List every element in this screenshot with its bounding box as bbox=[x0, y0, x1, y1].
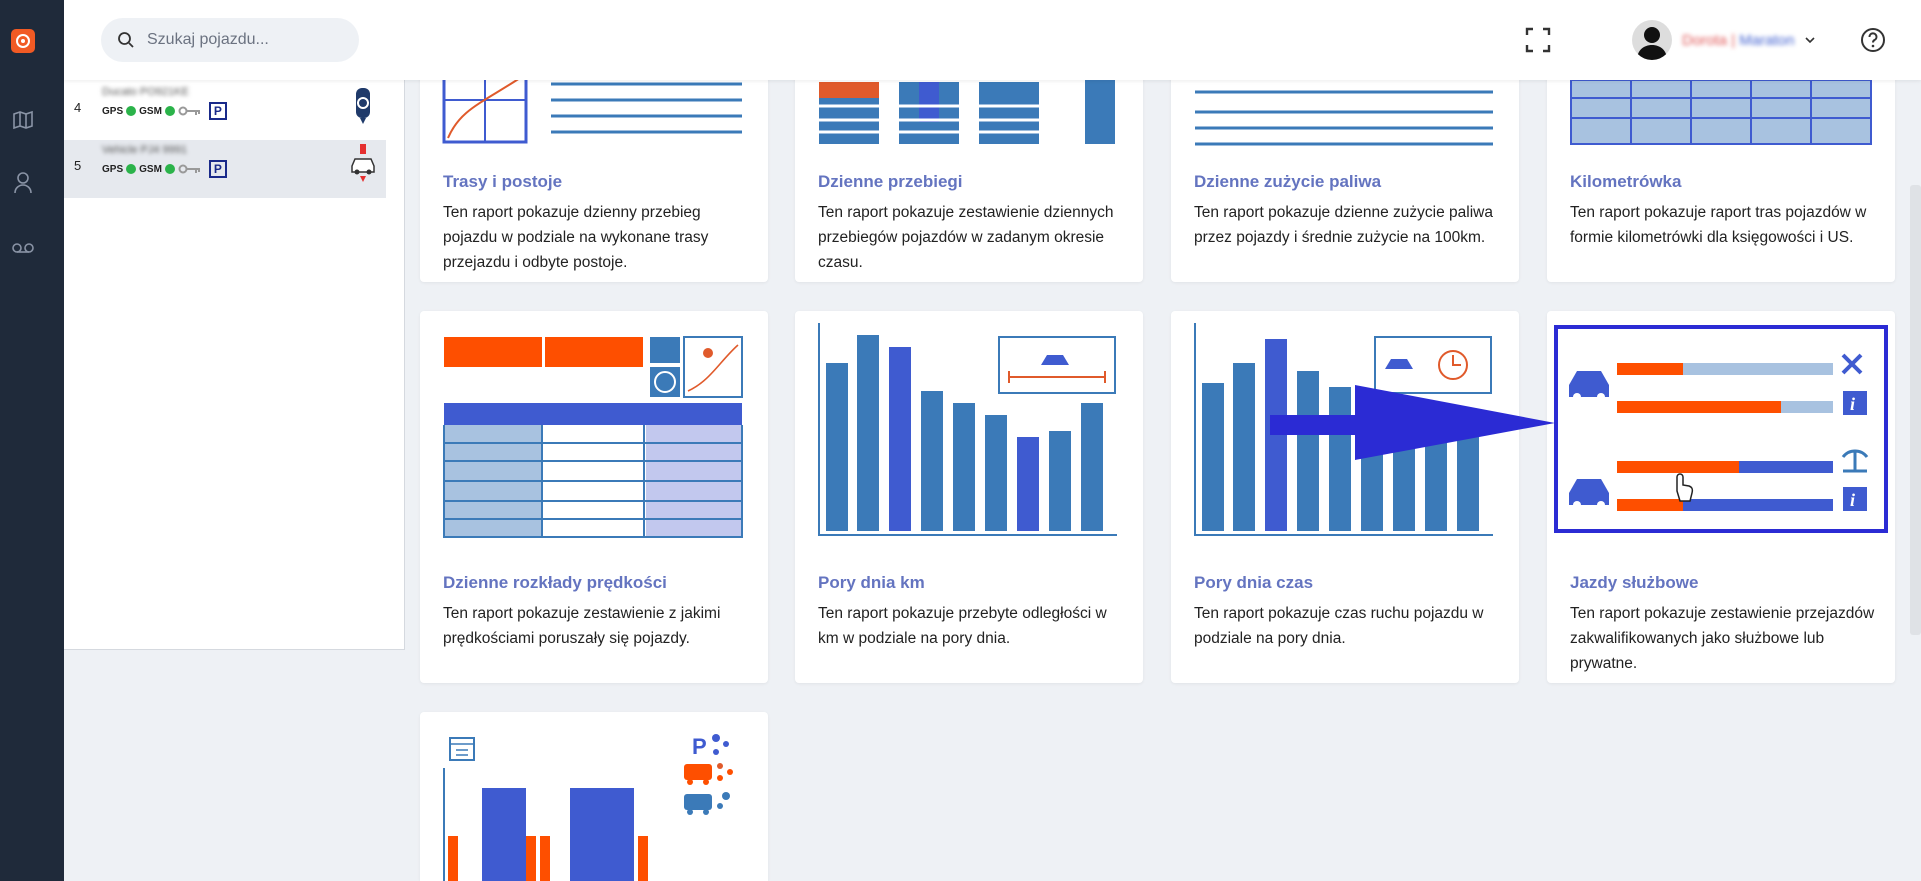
scrollbar[interactable] bbox=[1910, 185, 1921, 635]
gsm-status-dot bbox=[164, 164, 175, 174]
search-icon bbox=[118, 32, 134, 48]
help-icon[interactable] bbox=[1860, 27, 1886, 53]
parking-badge: P bbox=[208, 102, 227, 120]
user-menu[interactable]: Dorota | Maraton bbox=[1632, 18, 1816, 62]
gps-label: GPS bbox=[102, 105, 124, 117]
voicemail-icon[interactable] bbox=[11, 236, 35, 260]
report-illustration: P bbox=[443, 734, 733, 881]
car-marker-icon bbox=[351, 144, 375, 182]
user-name: Dorota | Maraton bbox=[1682, 31, 1795, 49]
gps-status-dot bbox=[126, 106, 137, 116]
vehicle-list: 4 Ducato PO921KE GPS GSM P 5 Vehicle PJ4… bbox=[64, 80, 405, 650]
vehicle-name: Vehicle PJ4 9991 bbox=[102, 144, 188, 156]
vehicle-name: Ducato PO921KE bbox=[102, 86, 189, 98]
vehicle-search[interactable] bbox=[101, 18, 359, 62]
report-card-pory-dnia-km[interactable]: Pory dnia km Ten raport pokazuje przebyt… bbox=[795, 311, 1143, 683]
logo-icon[interactable] bbox=[11, 29, 35, 53]
pointer-arrow bbox=[1270, 385, 1555, 460]
user-icon[interactable] bbox=[11, 171, 35, 195]
report-title: Jazdy służbowe bbox=[1570, 573, 1699, 592]
gsm-status-dot bbox=[164, 106, 175, 116]
report-description: Ten raport pokazuje czas ruchu pojazdu w… bbox=[1194, 605, 1484, 647]
report-illustration bbox=[1194, 323, 1493, 536]
report-title: Dzienne zużycie paliwa bbox=[1194, 172, 1382, 191]
svg-text:P: P bbox=[692, 734, 707, 759]
report-card-postoje[interactable]: P bbox=[420, 712, 768, 881]
report-title: Dzienne przebiegi bbox=[818, 172, 963, 191]
report-illustration bbox=[819, 80, 1115, 144]
top-bar: Dorota | Maraton bbox=[64, 0, 1921, 80]
report-illustration bbox=[1570, 79, 1872, 145]
svg-text:i: i bbox=[1850, 490, 1855, 510]
report-illustration: i i bbox=[1554, 325, 1888, 533]
list-item[interactable]: 4 Ducato PO921KE GPS GSM P bbox=[64, 82, 386, 140]
fullscreen-icon[interactable] bbox=[1524, 26, 1552, 54]
svg-text:i: i bbox=[1850, 394, 1855, 414]
gsm-label: GSM bbox=[139, 105, 162, 117]
report-illustration bbox=[818, 323, 1117, 536]
key-icon bbox=[178, 106, 200, 116]
list-item[interactable]: 5 Vehicle PJ4 9991 GPS GSM P bbox=[64, 140, 386, 198]
map-icon[interactable] bbox=[11, 108, 35, 132]
report-description: Ten raport pokazuje zestawienie z jakimi… bbox=[443, 605, 721, 647]
report-card-pory-dnia-czas[interactable]: Pory dnia czas Ten raport pokazuje czas … bbox=[1171, 311, 1519, 683]
report-card-rozklady-predkosci[interactable]: Dzienne rozkłady prędkości Ten raport po… bbox=[420, 311, 768, 683]
report-description: Ten raport pokazuje zestawienie dziennyc… bbox=[818, 204, 1114, 271]
gps-status-dot bbox=[126, 164, 137, 174]
report-description: Ten raport pokazuje przebyte odległości … bbox=[818, 605, 1107, 647]
gps-label: GPS bbox=[102, 163, 124, 175]
vehicle-index: 5 bbox=[74, 158, 82, 173]
icon-rail bbox=[0, 0, 64, 881]
report-illustration bbox=[1195, 90, 1493, 146]
search-input[interactable] bbox=[147, 31, 337, 49]
report-description: Ten raport pokazuje dzienny przebieg poj… bbox=[443, 204, 709, 271]
avatar bbox=[1632, 20, 1672, 60]
parking-badge: P bbox=[208, 160, 227, 178]
vehicle-index: 4 bbox=[74, 100, 82, 115]
gsm-label: GSM bbox=[139, 163, 162, 175]
key-icon bbox=[178, 164, 200, 174]
report-card-jazdy-sluzbowe[interactable]: i i Jazdy służbowe Ten raport pokazuje z… bbox=[1547, 311, 1895, 683]
chevron-down-icon bbox=[1805, 37, 1815, 44]
vehicle-marker-icon bbox=[356, 88, 370, 124]
vehicle-badges: GPS GSM P bbox=[102, 102, 227, 120]
report-illustration bbox=[443, 336, 743, 538]
report-description: Ten raport pokazuje dzienne zużycie pali… bbox=[1194, 204, 1493, 246]
report-title: Dzienne rozkłady prędkości bbox=[443, 573, 667, 592]
report-title: Kilometrówka bbox=[1570, 172, 1682, 191]
report-description: Ten raport pokazuje raport tras pojazdów… bbox=[1570, 204, 1867, 246]
report-title: Trasy i postoje bbox=[443, 172, 563, 191]
report-title: Pory dnia czas bbox=[1194, 573, 1314, 592]
vehicle-badges: GPS GSM P bbox=[102, 160, 227, 178]
report-title: Pory dnia km bbox=[818, 573, 925, 592]
report-description: Ten raport pokazuje zestawienie przejazd… bbox=[1570, 605, 1875, 672]
